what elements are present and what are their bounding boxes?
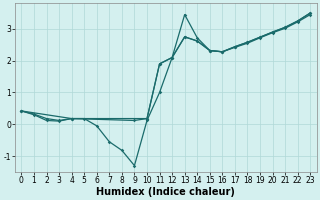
X-axis label: Humidex (Indice chaleur): Humidex (Indice chaleur) xyxy=(96,187,235,197)
